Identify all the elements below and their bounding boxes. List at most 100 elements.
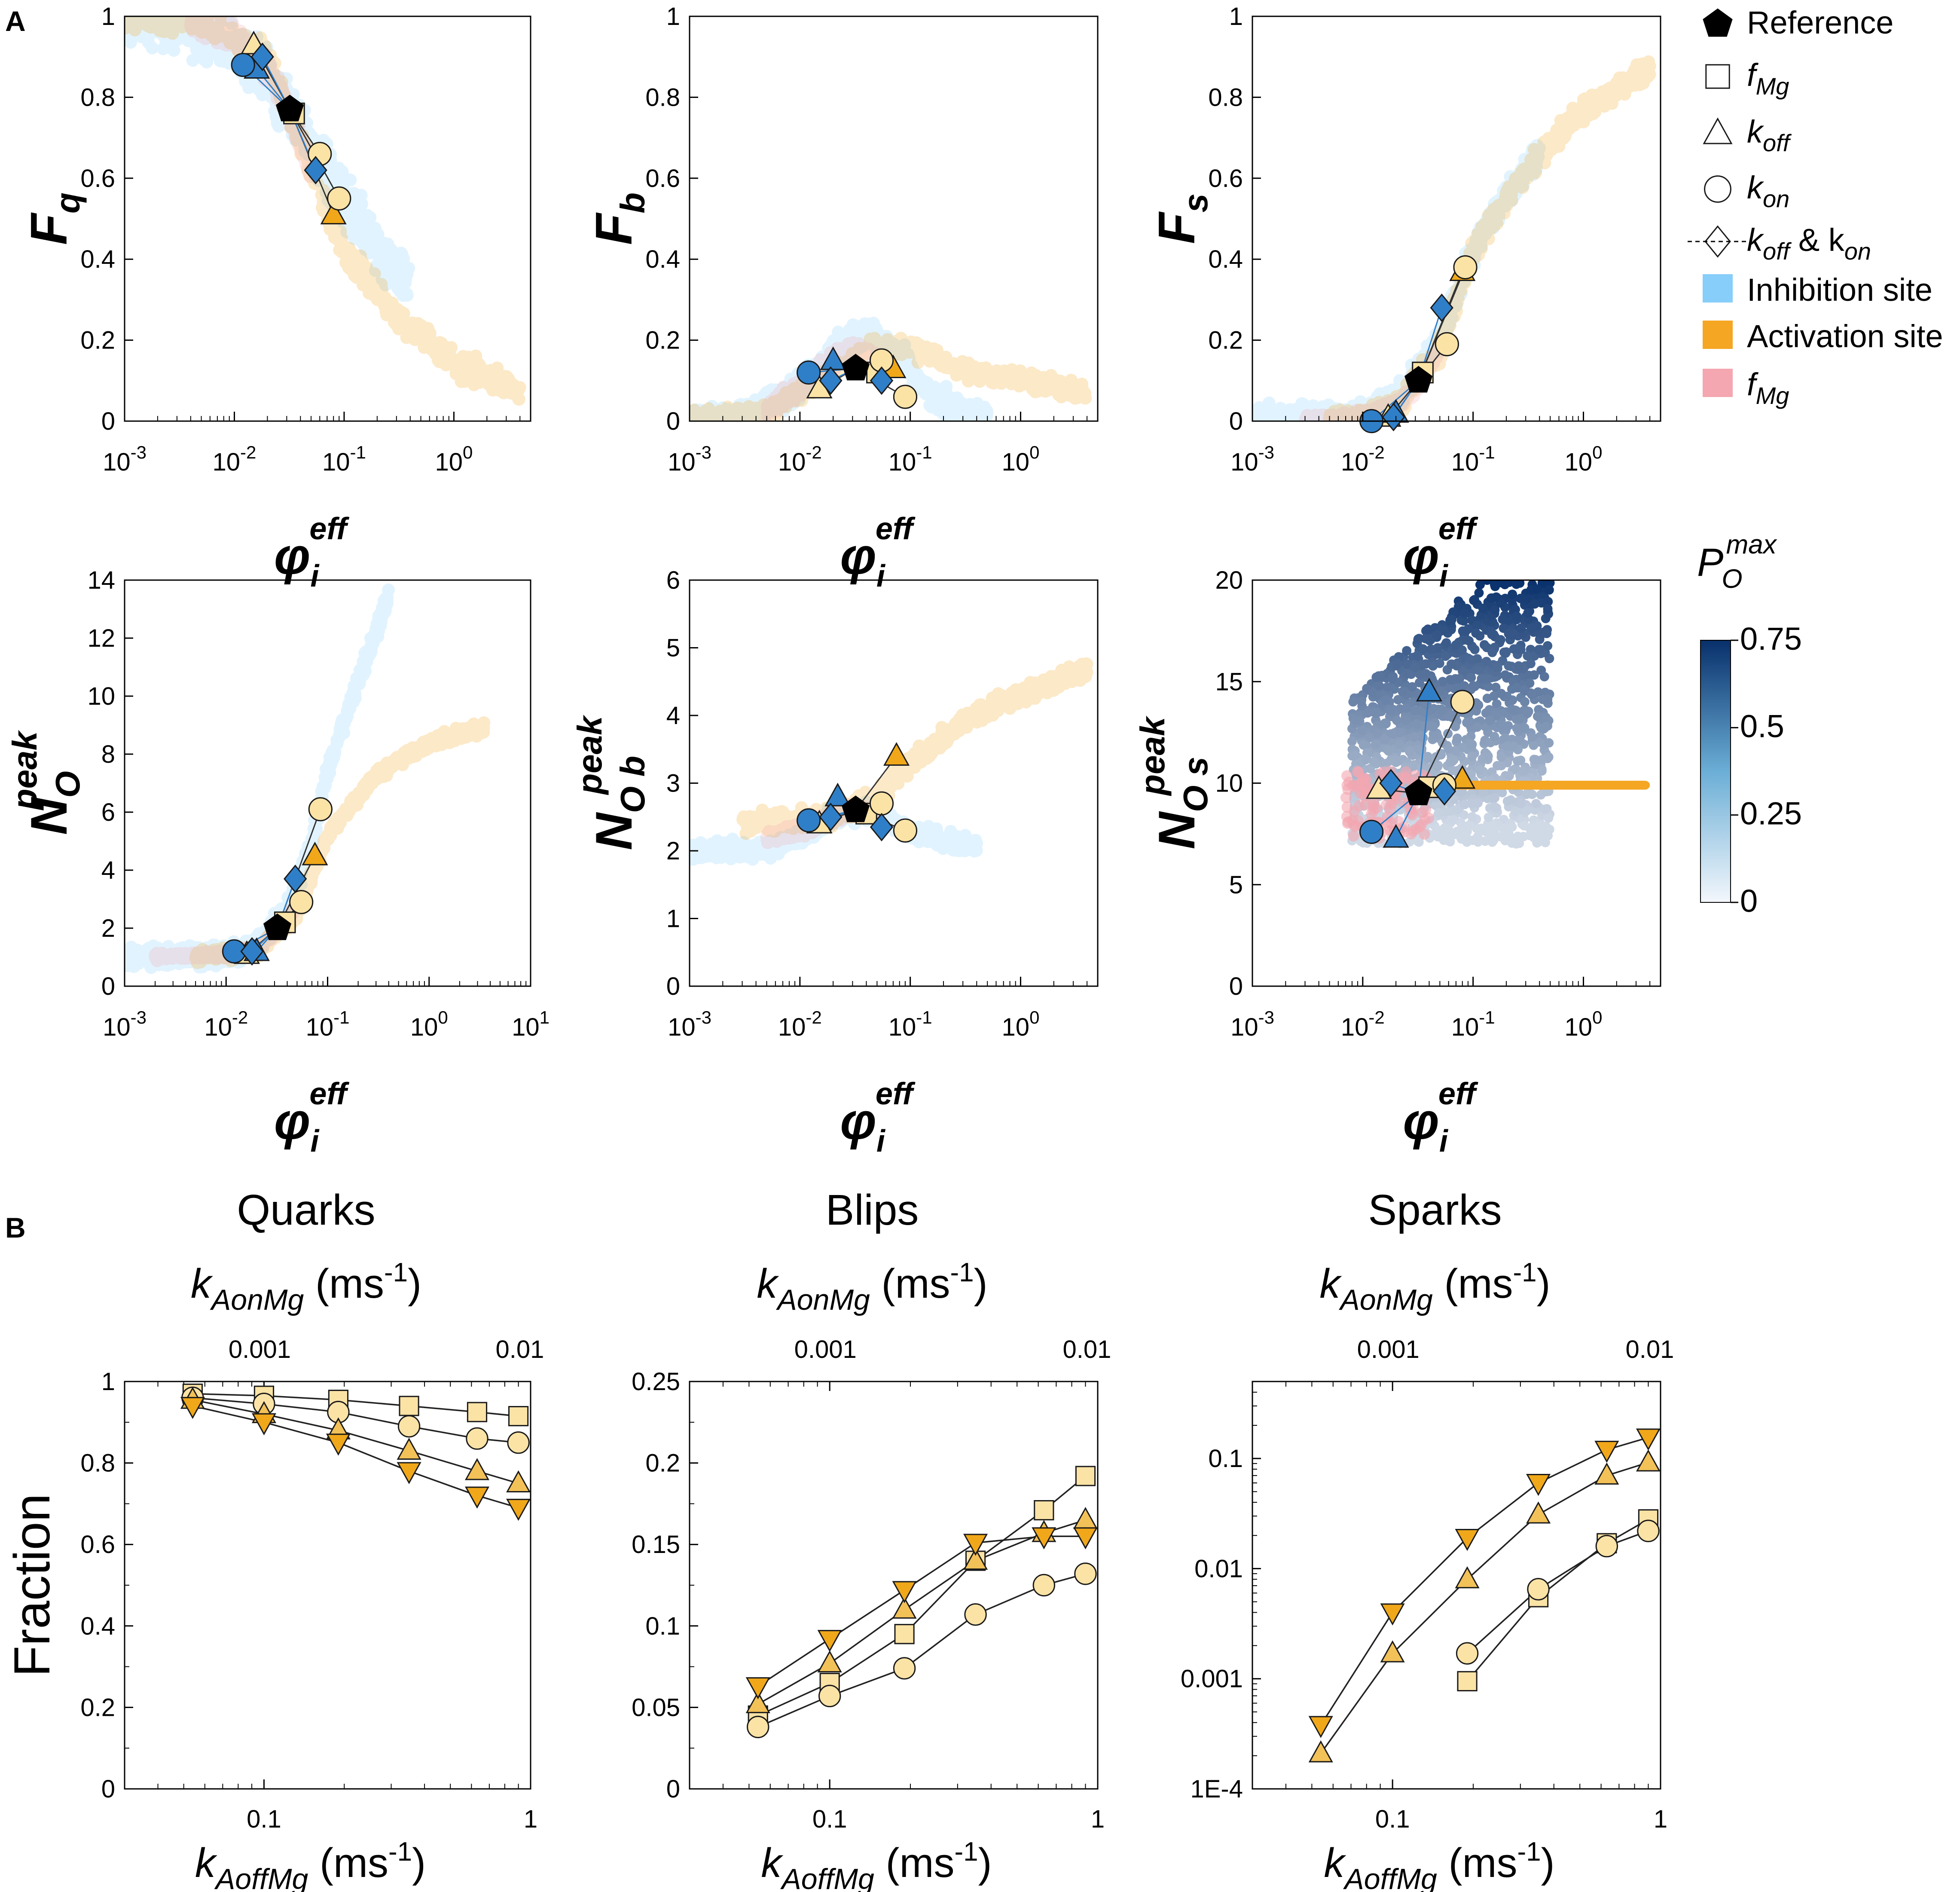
chart-title: Blips: [826, 1186, 919, 1234]
marker-circle: [290, 891, 313, 914]
colormapped-point: [1527, 690, 1537, 700]
colormapped-point: [1533, 712, 1542, 721]
colormapped-point: [1498, 721, 1508, 730]
colormapped-point: [1518, 767, 1528, 776]
x-axis-label: φieff: [840, 1077, 915, 1158]
colormapped-point: [1516, 624, 1526, 633]
colormapped-point: [1398, 687, 1407, 697]
marker-circle: [894, 385, 916, 408]
colormapped-point: [1421, 669, 1431, 679]
colormapped-point: [1386, 705, 1396, 715]
colormapped-point: [1511, 807, 1520, 816]
data-point-circle: [1456, 1643, 1478, 1664]
x-tick-label: 10-1: [888, 442, 932, 476]
colormapped-point: [1467, 740, 1477, 749]
colormapped-point: [1472, 722, 1482, 732]
colormapped-point: [1393, 695, 1403, 704]
data-point-square: [400, 1397, 418, 1415]
y-tick-label: 5: [1229, 871, 1243, 899]
data-point-triangle-down: [398, 1463, 420, 1483]
y-tick-label: 0.2: [645, 1449, 680, 1477]
y-tick-label: 0.4: [1208, 245, 1243, 273]
cloud-activation-site: [736, 657, 1093, 840]
colormapped-point: [1506, 795, 1515, 805]
y-axis-label: NOpeak: [6, 730, 87, 835]
colormapped-point: [1468, 681, 1478, 691]
colormapped-point: [1541, 722, 1551, 731]
y-tick-label: 1: [101, 1368, 115, 1396]
y-tick-label: 1: [666, 3, 680, 31]
data-point-circle: [508, 1432, 529, 1453]
data-point-circle: [894, 1658, 915, 1679]
x-tick-label: 10-1: [888, 1007, 932, 1041]
y-tick-label: 0.1: [645, 1612, 680, 1640]
colormapped-point: [1530, 599, 1539, 608]
colormapped-point: [1402, 703, 1411, 713]
y-tick-label: 0.001: [1181, 1665, 1243, 1693]
y-tick-label: 0: [666, 407, 680, 435]
y-tick-label: 1E-4: [1190, 1775, 1243, 1803]
colormapped-point: [1474, 700, 1483, 710]
colormapped-point: [1508, 590, 1517, 599]
colormapped-point: [1462, 835, 1471, 844]
cloud-activation-site: [119, 0, 526, 406]
colormapped-point: [1523, 608, 1533, 618]
colormapped-point: [1532, 821, 1542, 830]
colormapped-point: [1545, 585, 1554, 595]
x-tick-label: 1: [1654, 1805, 1667, 1833]
colormapped-point: [1447, 660, 1456, 669]
colormapped-point: [1394, 756, 1403, 766]
chart-Blips: 00.050.10.150.20.250.1 10.001 0.01BlipskAo…: [632, 1186, 1111, 1892]
marker-circle: [797, 809, 820, 832]
colormapped-point: [1543, 695, 1552, 704]
colormapped-point: [1467, 752, 1477, 761]
y-tick-label: 4: [666, 702, 680, 730]
marker-circle: [1360, 820, 1383, 843]
y-tick-label: 0.2: [645, 327, 680, 355]
y-axis-label: Fs: [1148, 193, 1215, 244]
colormapped-point: [1513, 756, 1522, 766]
data-point-circle: [1638, 1520, 1659, 1541]
x-tick-label: 100: [435, 442, 473, 476]
colormapped-point: [1516, 645, 1526, 654]
colormapped-point: [1490, 802, 1499, 811]
x-tick-label: 100: [1002, 442, 1040, 476]
colormapped-point: [1444, 744, 1453, 754]
colormapped-point: [1458, 743, 1468, 752]
x-axis-label: φieff: [1403, 512, 1478, 593]
colormapped-point: [1352, 715, 1361, 725]
colormapped-point: [1373, 728, 1383, 738]
colormapped-point: [1534, 645, 1544, 654]
x-top-axis-label: kAonMg (ms-1): [757, 1258, 987, 1316]
x-axis-label: φieff: [274, 512, 349, 593]
legend-label: kon: [1747, 170, 1789, 212]
colormapped-point: [1507, 822, 1517, 831]
colormapped-point: [1347, 751, 1357, 761]
colormapped-point: [1492, 663, 1501, 672]
cloud-inhibition-site: [118, 584, 395, 974]
colormapped-point: [1363, 708, 1372, 718]
data-point-circle: [1075, 1563, 1096, 1584]
colormapped-point: [1433, 762, 1442, 771]
x-top-tick-label: 0.001: [794, 1336, 857, 1363]
colormapped-point: [1375, 672, 1385, 682]
x-tick-label: 10-1: [306, 1007, 350, 1041]
marker-circle: [1451, 691, 1474, 713]
data-point-circle: [965, 1604, 986, 1625]
legend-swatch: [1703, 369, 1733, 397]
data-point-circle: [1528, 1579, 1549, 1600]
colormapped-point: [1407, 682, 1417, 691]
data-point-triangle-down: [818, 1631, 841, 1651]
colormapped-point: [1409, 733, 1419, 742]
colormapped-point: [1451, 640, 1461, 650]
cloud-layer: [1340, 575, 1650, 849]
colormapped-point: [1540, 804, 1550, 814]
x-tick-label: 100: [1565, 1007, 1603, 1041]
x-tick-label: 1: [1091, 1805, 1105, 1833]
colormapped-point: [1471, 628, 1481, 638]
colormapped-point: [1527, 790, 1537, 799]
marker-circle: [894, 819, 916, 842]
y-axis-label: NO bpeak: [571, 715, 652, 850]
colormapped-point: [1441, 651, 1450, 661]
